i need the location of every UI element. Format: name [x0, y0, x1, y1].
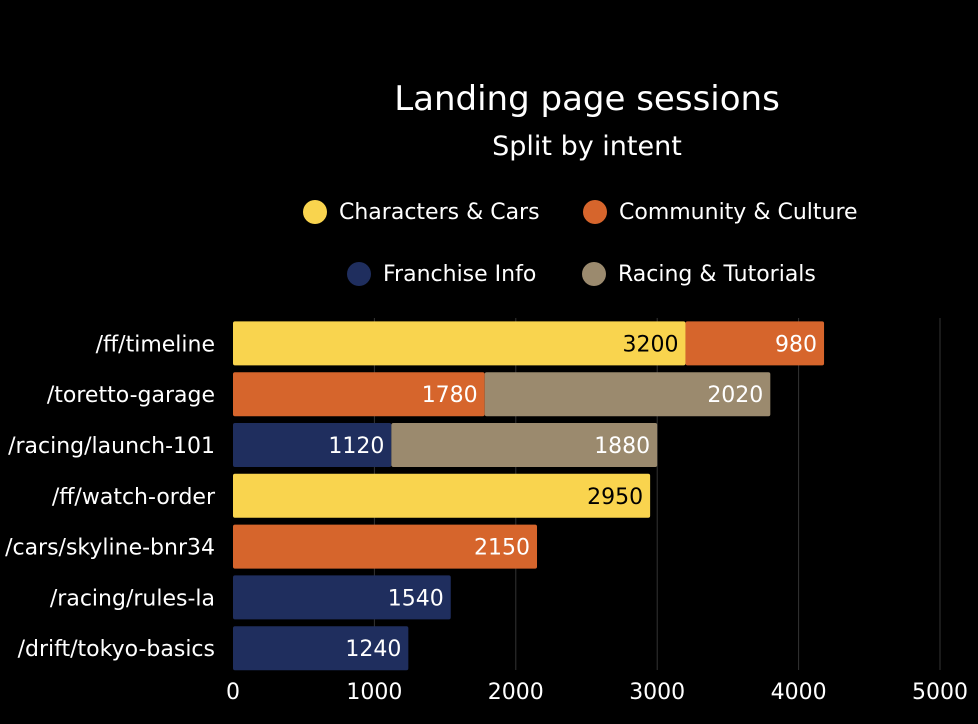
- bar-value-label: 2150: [474, 536, 530, 561]
- bar-segment: [233, 524, 538, 569]
- bar-segment: [233, 473, 651, 518]
- bar-value-label: 2020: [707, 383, 763, 408]
- bar-value-label: 1120: [328, 434, 384, 459]
- category-label: /toretto-garage: [47, 383, 215, 408]
- chart-subtitle: Split by intent: [492, 131, 682, 162]
- x-axis-ticks: 0 1000 2000 3000 4000 5000: [226, 680, 968, 705]
- bar-value-label: 1880: [594, 434, 650, 459]
- x-tick-label: 3000: [629, 680, 685, 705]
- legend-swatch: [582, 262, 606, 286]
- bar-value-label: 2950: [587, 485, 643, 510]
- legend-item-characters-cars: Characters & Cars: [303, 200, 540, 225]
- bar-segment: [233, 423, 392, 467]
- legend-item-franchise-info: Franchise Info: [347, 262, 536, 287]
- bar-value-label: 3200: [622, 332, 678, 357]
- legend-item-racing-tutorials: Racing & Tutorials: [582, 262, 816, 287]
- category-label: /ff/watch-order: [52, 485, 216, 510]
- bar-value-label: 1240: [345, 637, 401, 662]
- legend-label: Community & Culture: [619, 200, 858, 225]
- x-tick-label: 0: [226, 680, 240, 705]
- category-label: /ff/timeline: [96, 332, 215, 357]
- bar-segment: [233, 372, 485, 417]
- x-tick-label: 5000: [912, 680, 968, 705]
- legend-label: Racing & Tutorials: [618, 262, 816, 287]
- legend-label: Characters & Cars: [339, 200, 540, 225]
- category-label: /racing/rules-la: [50, 586, 215, 611]
- legend: Characters & Cars Community & Culture Fr…: [303, 200, 858, 287]
- legend-label: Franchise Info: [383, 262, 536, 287]
- category-label: /cars/skyline-bnr34: [5, 536, 215, 561]
- x-tick-label: 1000: [346, 680, 402, 705]
- category-labels: /ff/timeline/toretto-garage/racing/launc…: [5, 332, 216, 662]
- legend-swatch: [303, 200, 327, 224]
- x-tick-label: 4000: [771, 680, 827, 705]
- bars: 3200 980 1780 2020 1120 1880 2950 2150 1540 1240: [233, 321, 825, 671]
- x-tick-label: 2000: [488, 680, 544, 705]
- bar-segment: [484, 372, 771, 417]
- bar-value-label: 1540: [388, 586, 444, 611]
- category-label: /racing/launch-101: [8, 434, 215, 459]
- bar-segment: [233, 575, 451, 620]
- bar-segment: [233, 626, 409, 671]
- bar-value-label: 1780: [422, 383, 478, 408]
- legend-swatch: [583, 200, 607, 224]
- chart-title: Landing page sessions: [394, 79, 780, 119]
- bar-segment: [685, 321, 825, 366]
- bar-segment: [233, 321, 686, 366]
- bar-value-label: 980: [775, 332, 817, 357]
- category-label: /drift/tokyo-basics: [18, 637, 215, 662]
- legend-swatch: [347, 262, 371, 286]
- legend-item-community-culture: Community & Culture: [583, 200, 858, 225]
- bar-segment: [391, 423, 658, 467]
